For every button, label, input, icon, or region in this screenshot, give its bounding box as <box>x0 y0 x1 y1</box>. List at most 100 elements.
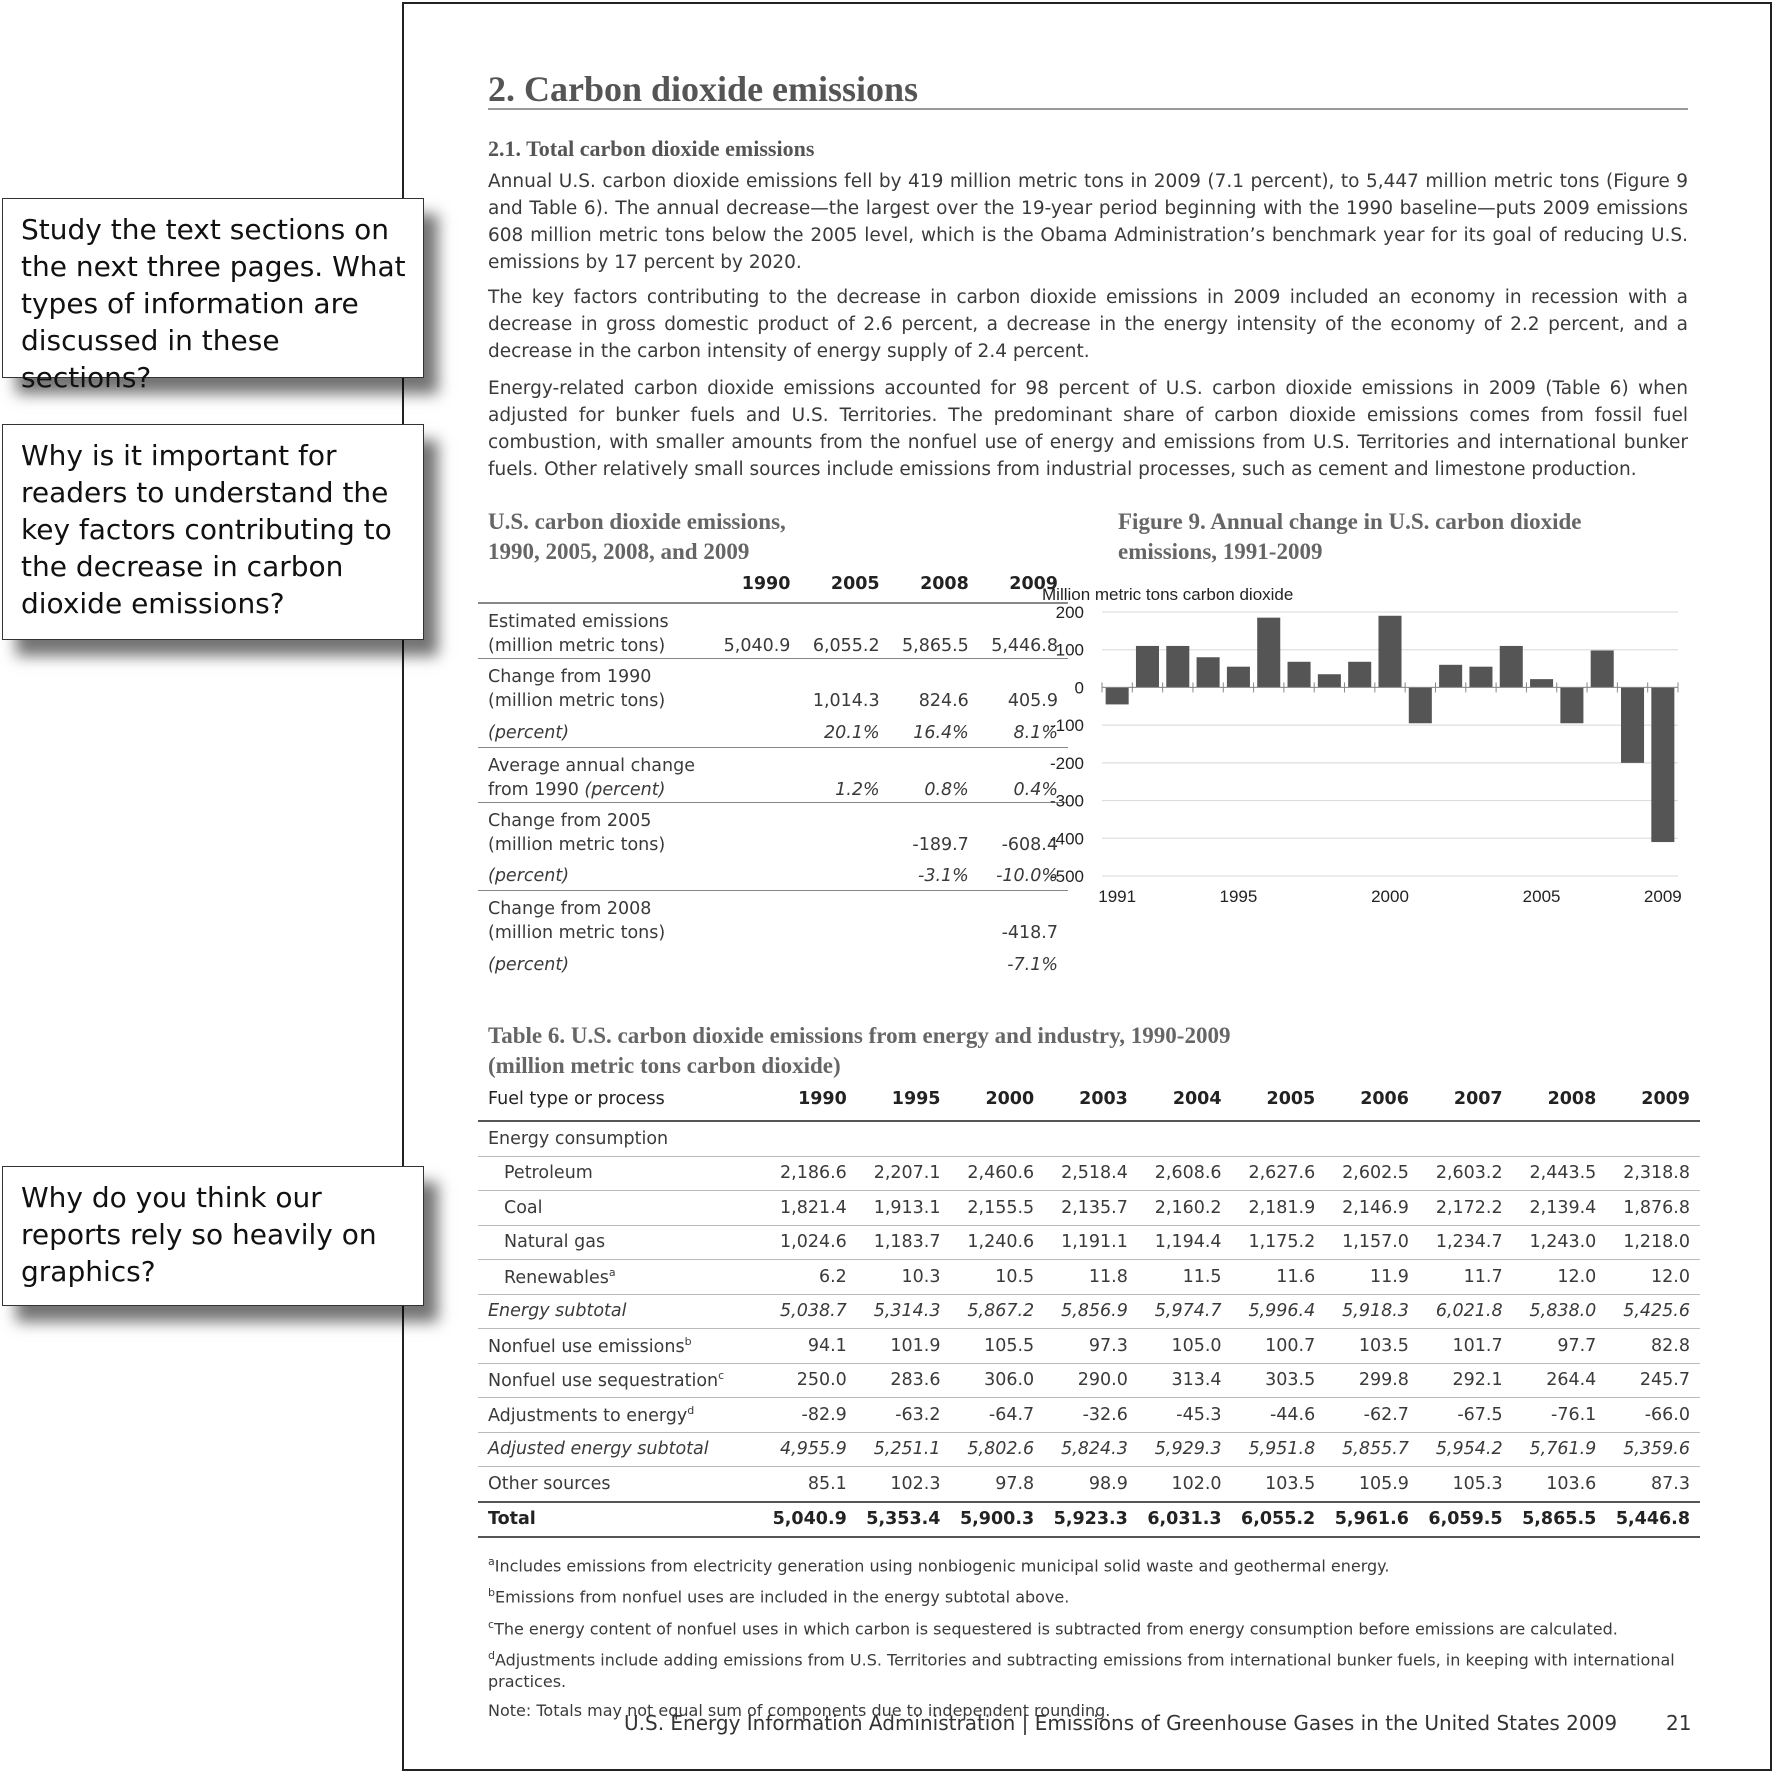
x-tick-label: 1995 <box>1220 887 1258 906</box>
summary-table-title: U.S. carbon dioxide emissions, 1990, 200… <box>488 507 786 567</box>
cell: 101.7 <box>1418 1328 1513 1364</box>
cell: 5,996.4 <box>1231 1294 1326 1329</box>
table-row: Renewablesa 6.2 10.3 10.5 11.8 11.5 11.6 11.9 11… <box>478 1259 1700 1295</box>
figure-title-line: emissions, 1991-2009 <box>1118 539 1323 564</box>
cell: 97.8 <box>950 1466 1045 1502</box>
cell: 5,900.3 <box>950 1500 1045 1538</box>
cell <box>800 945 889 979</box>
row-label: Natural gas <box>478 1225 764 1260</box>
cell: 1,194.4 <box>1137 1225 1232 1260</box>
table-row: Petroleum 2,186.6 2,207.1 2,460.6 2,518.4 2,6… <box>478 1156 1700 1191</box>
cell: 5,954.2 <box>1418 1432 1513 1467</box>
x-tick-label: 2005 <box>1523 887 1561 906</box>
cell: 303.5 <box>1231 1363 1326 1398</box>
cell: 5,855.7 <box>1325 1432 1419 1467</box>
cell: 2,186.6 <box>763 1156 857 1191</box>
cell: 10.3 <box>856 1259 951 1295</box>
cell <box>711 857 800 891</box>
table6-title-line: Table 6. U.S. carbon dioxide emissions f… <box>488 1023 1231 1048</box>
cell: 1,175.2 <box>1231 1225 1326 1260</box>
header-year: 2007 <box>1418 1084 1513 1122</box>
row-label: from 1990 (percent) <box>478 778 711 803</box>
callout-box-graphics: Why do you think our reports rely so hea… <box>2 1166 424 1306</box>
row-label-text: Petroleum <box>504 1163 593 1184</box>
table-row: Adjusted energy subtotal 4,955.9 5,251.1 5,… <box>478 1432 1700 1467</box>
footnote: bEmissions from nonfuel uses are include… <box>488 1579 1708 1610</box>
row-label: Estimated emissions <box>488 612 669 632</box>
cell: 5,446.8 <box>991 636 1058 656</box>
row-label: (percent) <box>488 722 570 743</box>
bar <box>1560 687 1584 724</box>
page-number: 21 <box>1666 1711 1692 1735</box>
cell: 5,040.9 <box>763 1500 857 1538</box>
cell: 2,627.6 <box>1231 1156 1326 1191</box>
cell: -32.6 <box>1044 1397 1138 1433</box>
cell: 82.8 <box>1606 1328 1700 1364</box>
section-title: 2. Carbon dioxide emissions <box>488 69 919 109</box>
table6-title-line: (million metric tons carbon dioxide) <box>488 1053 841 1078</box>
cell: 102.0 <box>1137 1466 1232 1502</box>
cell: -3.1% <box>918 866 969 887</box>
cell: 98.9 <box>1044 1466 1138 1502</box>
footnote-marker: b <box>684 1334 692 1348</box>
cell: 1,183.7 <box>856 1225 951 1260</box>
paragraph-1: Annual U.S. carbon dioxide emissions fel… <box>488 171 1688 273</box>
footnote-marker: b <box>488 1586 495 1600</box>
paragraph-2: The key factors contributing to the decr… <box>488 287 1688 362</box>
cell: 87.3 <box>1606 1466 1700 1502</box>
cell: -44.6 <box>1231 1397 1326 1433</box>
cell: 290.0 <box>1044 1363 1138 1398</box>
y-tick-label: -400 <box>1050 829 1084 848</box>
y-tick-label: 100 <box>1056 641 1084 660</box>
cell: 283.6 <box>856 1363 951 1398</box>
cell: 5,918.3 <box>1325 1294 1419 1329</box>
bar <box>1287 661 1311 688</box>
cell: 1,024.6 <box>763 1225 857 1260</box>
row-label-text: Coal <box>504 1197 543 1218</box>
bar <box>1226 666 1250 688</box>
cell: 6,021.8 <box>1418 1294 1513 1329</box>
cell: -7.1% <box>1007 955 1058 975</box>
cell: 11.7 <box>1418 1259 1513 1295</box>
cell: 292.1 <box>1418 1363 1513 1398</box>
bar <box>1348 661 1372 688</box>
footnote-text: Includes emissions from electricity gene… <box>494 1556 1390 1576</box>
cell: 105.5 <box>950 1328 1045 1364</box>
table-row: Energy subtotal 5,038.7 5,314.3 5,867.2 5,85… <box>478 1294 1700 1329</box>
cell: 8.1% <box>1013 722 1058 743</box>
cell: -45.3 <box>1137 1397 1232 1433</box>
cell: -67.5 <box>1418 1397 1513 1433</box>
y-tick-label: 0 <box>1075 678 1084 697</box>
row-label: Petroleum <box>478 1156 764 1191</box>
y-tick-label: -300 <box>1050 792 1084 811</box>
bar <box>1257 617 1281 688</box>
paragraph-3: Energy-related carbon dioxide emissions … <box>488 378 1688 480</box>
footnote-marker: c <box>488 1617 495 1631</box>
row-label: (million metric tons) <box>488 834 666 855</box>
summary-title-line: U.S. carbon dioxide emissions, <box>488 509 786 534</box>
cell: 824.6 <box>918 691 969 711</box>
cell: 5,865.5 <box>1512 1500 1607 1538</box>
row-label-text: Adjusted energy subtotal <box>488 1439 709 1460</box>
row-label: Average annual change <box>478 746 712 778</box>
cell: 2,181.9 <box>1231 1190 1326 1226</box>
cell <box>890 921 979 945</box>
summary-title-line: 1990, 2005, 2008, and 2009 <box>488 539 750 564</box>
row-label-text: Nonfuel use sequestration <box>488 1371 719 1392</box>
bar <box>1530 679 1554 688</box>
header-year: 2009 <box>1606 1084 1700 1122</box>
cell: 5,038.7 <box>763 1294 857 1329</box>
footnote-text: Emissions from nonfuel uses are included… <box>494 1587 1070 1607</box>
cell <box>800 921 889 945</box>
cell: 6.2 <box>763 1259 857 1295</box>
row-label: Coal <box>478 1190 764 1226</box>
cell: 1.2% <box>835 779 880 800</box>
header-year: 1990 <box>763 1084 857 1122</box>
bar <box>1166 645 1190 688</box>
row-label-text: Renewables <box>504 1267 609 1288</box>
cell: 5,353.4 <box>856 1500 951 1538</box>
summary-table: 1990 2005 2008 2009 Estimated emissions … <box>478 574 1068 979</box>
table-row: Coal 1,821.4 1,913.1 2,155.5 2,135.7 2,160.2 2… <box>478 1190 1700 1226</box>
row-label-text: Energy subtotal <box>488 1301 627 1322</box>
footnote-marker: a <box>608 1265 616 1279</box>
